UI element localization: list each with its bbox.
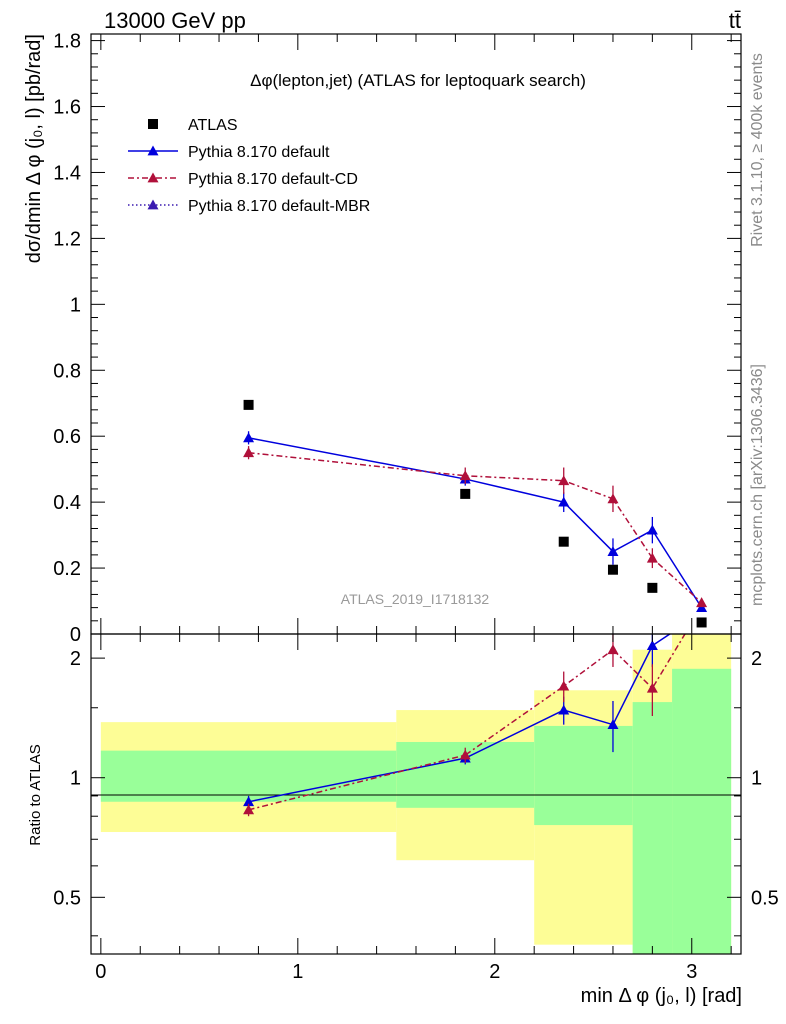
ratio-ytick-label-right-0: 0.5 <box>751 887 779 909</box>
xtick-label-1: 1 <box>292 961 303 983</box>
main-ytick-label-1: 0.2 <box>53 558 81 580</box>
main-series-1-marker-4 <box>646 524 658 535</box>
main-series-line-1 <box>248 437 703 609</box>
main-ytick-label-2: 0.4 <box>53 492 81 514</box>
main-ytick-label-8: 1.6 <box>53 97 81 119</box>
legend-label-2: Pythia 8.170 default-CD <box>188 171 358 188</box>
main-series-line-2 <box>248 451 703 604</box>
ratio-series-1-marker-1 <box>459 749 471 760</box>
main-ytick-label-6: 1.2 <box>53 228 81 250</box>
main-ytick-label-0: 0 <box>70 624 81 646</box>
ratio-ytick-label-left-1: 1 <box>70 768 81 790</box>
ratio-series-0-marker-3 <box>607 719 619 730</box>
main-series-2-marker-2 <box>558 475 570 486</box>
mcplots-source-label: mcplots.cern.ch [arXiv:1306.3436] <box>749 364 766 606</box>
ratio-band-green-0 <box>100 750 397 802</box>
atlas-data-point-1 <box>460 488 471 499</box>
ratio-ytick-label-right-2: 2 <box>751 648 762 670</box>
legend-label-1: Pythia 8.170 default <box>188 144 330 161</box>
legend-marker-1 <box>147 145 159 156</box>
ratio-band-green-4 <box>672 668 732 954</box>
ratio-uncertainty-bands <box>100 634 732 954</box>
ratio-ytick-label-left-0: 0.5 <box>53 887 81 909</box>
main-series-2-marker-5 <box>696 597 708 608</box>
atlas-data-point-5 <box>696 617 707 628</box>
ratio-ytick-label-left-2: 2 <box>70 648 81 670</box>
legend-marker-0 <box>148 119 158 129</box>
main-y-axis-title: dσ/dmin Δ φ (j₀, l) [pb/rad] <box>23 34 45 263</box>
main-series-1-marker-2 <box>558 496 570 507</box>
plot-title: Δφ(lepton,jet) (ATLAS for leptoquark sea… <box>250 71 586 90</box>
ratio-series-0-marker-0 <box>243 796 255 807</box>
main-series-2-marker-0 <box>243 447 255 458</box>
ratio-series-0-marker-4 <box>646 640 658 651</box>
ratio-series-group <box>243 634 686 817</box>
legend-label-0: ATLAS <box>188 117 238 134</box>
legend-marker-3 <box>147 199 159 210</box>
main-series-2-marker-4 <box>646 552 658 563</box>
atlas-data-point-2 <box>558 536 569 547</box>
x-axis-title: min Δ φ (j₀, l) [rad] <box>581 985 742 1007</box>
energy-label: 13000 GeV pp <box>104 8 246 33</box>
main-series-2-marker-1 <box>459 470 471 481</box>
main-series-2-marker-3 <box>607 493 619 504</box>
main-series-1-marker-0 <box>243 432 255 443</box>
legend: ATLAS Pythia 8.170 default Pythia 8.170 de… <box>128 117 370 215</box>
ratio-ytick-label-right-1: 1 <box>751 768 762 790</box>
legend-marker-2 <box>147 172 159 183</box>
ratio-series-clipped <box>243 634 686 817</box>
main-ytick-label-4: 0.8 <box>53 360 81 382</box>
ratio-series-line-0 <box>248 634 672 803</box>
ratio-y-axis-title: Ratio to ATLAS <box>27 744 44 845</box>
ratio-series-line-1 <box>248 634 686 811</box>
process-label: tt̄ <box>729 8 741 33</box>
main-series-group <box>243 399 708 628</box>
ratio-band-green-3 <box>632 702 673 954</box>
atlas-data-point-0 <box>243 399 254 410</box>
ratio-series-1-marker-4 <box>646 682 658 693</box>
legend-label-3: Pythia 8.170 default-MBR <box>188 198 370 215</box>
xtick-label-2: 2 <box>489 961 500 983</box>
x-ticks: 0 1 2 3 <box>95 34 732 983</box>
ratio-series-1-marker-2 <box>558 680 570 691</box>
xtick-label-0: 0 <box>95 961 106 983</box>
ratio-series-0-marker-2 <box>558 704 570 715</box>
atlas-data-point-4 <box>647 582 658 593</box>
ratio-series-1-marker-0 <box>243 804 255 815</box>
main-series-1-marker-3 <box>607 546 619 556</box>
ratio-band-green-2 <box>534 725 633 826</box>
main-ytick-label-3: 0.6 <box>53 426 81 448</box>
rivet-version-label: Rivet 3.1.10, ≥ 400k events <box>749 53 766 247</box>
main-y-ticks: 0 0.2 0.4 0.6 0.8 1 1.2 1.4 1.6 1.8 <box>53 31 741 646</box>
main-ytick-label-7: 1.4 <box>53 162 81 184</box>
ratio-y-ticks: 0.5 0.5 1 1 2 2 <box>53 648 779 937</box>
analysis-id-label: ATLAS_2019_I1718132 <box>341 591 490 607</box>
atlas-data-point-3 <box>607 564 618 575</box>
main-ytick-label-5: 1 <box>70 294 81 316</box>
ratio-series-1-marker-3 <box>607 644 619 655</box>
main-ytick-label-9: 1.8 <box>53 31 81 53</box>
xtick-label-3: 3 <box>686 961 697 983</box>
